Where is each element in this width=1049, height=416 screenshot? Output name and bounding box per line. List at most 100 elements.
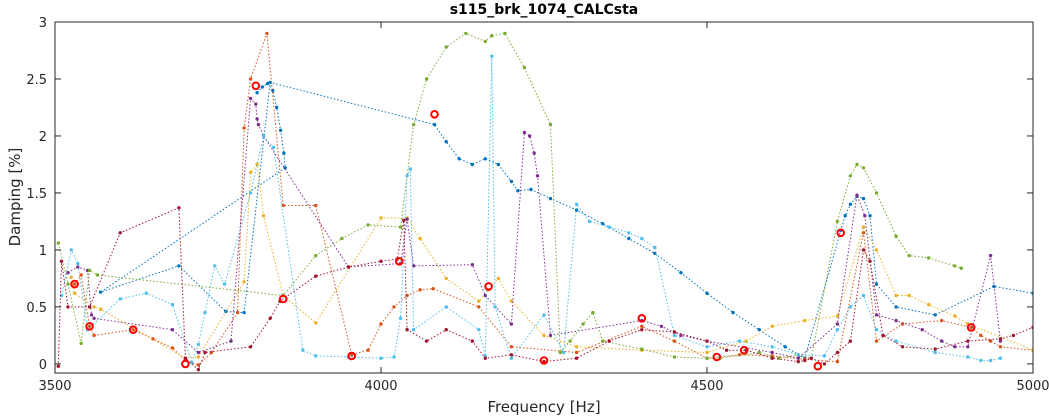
data-point bbox=[379, 356, 383, 360]
data-point bbox=[988, 358, 993, 363]
data-point bbox=[874, 282, 879, 286]
data-point bbox=[894, 339, 898, 343]
data-point bbox=[848, 339, 853, 343]
data-point bbox=[379, 216, 383, 220]
data-point bbox=[568, 339, 572, 343]
data-point bbox=[835, 328, 840, 332]
data-point bbox=[346, 265, 351, 269]
data-point bbox=[268, 316, 272, 320]
highlight-marker bbox=[637, 314, 647, 323]
data-point bbox=[959, 266, 963, 270]
data-point bbox=[809, 356, 813, 360]
data-point bbox=[483, 157, 487, 161]
data-point bbox=[424, 77, 429, 81]
highlight-marker bbox=[966, 323, 976, 332]
data-point bbox=[392, 305, 396, 309]
data-point bbox=[855, 162, 859, 167]
data-point bbox=[881, 333, 885, 338]
data-point bbox=[483, 39, 487, 44]
data-point bbox=[405, 174, 409, 178]
data-point bbox=[861, 166, 866, 170]
data-point bbox=[907, 253, 911, 258]
data-point bbox=[979, 358, 983, 363]
data-point bbox=[532, 151, 536, 155]
data-point bbox=[509, 345, 514, 349]
data-point bbox=[861, 293, 866, 298]
data-point bbox=[835, 219, 840, 224]
data-point bbox=[705, 339, 709, 343]
data-point bbox=[59, 293, 64, 298]
data-point bbox=[477, 328, 481, 332]
data-point bbox=[69, 275, 74, 279]
data-point bbox=[402, 218, 406, 222]
y-tick-label: 1 bbox=[39, 244, 47, 259]
series-line bbox=[100, 81, 1033, 359]
data-point bbox=[672, 333, 677, 338]
data-point bbox=[248, 96, 253, 101]
data-point bbox=[574, 345, 579, 349]
data-point bbox=[314, 253, 318, 258]
y-tick-label: 2 bbox=[39, 130, 47, 145]
data-point bbox=[95, 273, 100, 277]
data-point bbox=[87, 268, 92, 273]
data-point bbox=[855, 193, 859, 197]
data-point bbox=[561, 350, 566, 355]
data-point bbox=[242, 126, 246, 130]
data-point bbox=[770, 356, 774, 360]
data-point bbox=[118, 297, 122, 301]
data-point bbox=[835, 359, 840, 364]
data-point bbox=[411, 328, 416, 332]
data-point bbox=[493, 305, 497, 309]
data-point bbox=[535, 174, 540, 178]
data-point bbox=[242, 310, 246, 315]
data-point bbox=[542, 333, 546, 338]
chart-title: s115_brk_1074_CALCsta bbox=[450, 2, 639, 18]
x-axis-title: Frequency [Hz] bbox=[487, 398, 600, 416]
data-point bbox=[283, 166, 287, 170]
data-point bbox=[248, 77, 253, 81]
data-point bbox=[705, 350, 709, 355]
data-point bbox=[255, 162, 259, 167]
data-point bbox=[627, 231, 631, 235]
data-point bbox=[431, 287, 435, 291]
data-point bbox=[783, 345, 787, 349]
data-point bbox=[998, 337, 1003, 341]
data-point bbox=[340, 236, 344, 241]
data-point bbox=[516, 189, 520, 193]
data-point bbox=[933, 347, 937, 351]
data-point bbox=[151, 337, 155, 341]
series-2 bbox=[72, 31, 1033, 367]
data-point bbox=[92, 316, 96, 320]
data-point bbox=[843, 214, 847, 218]
data-point bbox=[496, 276, 501, 281]
highlight-marker bbox=[278, 294, 288, 304]
data-point bbox=[522, 65, 527, 70]
highlight-marker bbox=[739, 345, 749, 355]
data-point bbox=[757, 350, 761, 355]
data-point bbox=[411, 122, 416, 127]
data-point bbox=[170, 302, 175, 307]
data-point bbox=[170, 346, 175, 350]
data-point bbox=[444, 305, 448, 309]
data-point bbox=[601, 339, 605, 343]
data-point bbox=[470, 339, 474, 343]
series-line bbox=[74, 33, 1033, 366]
data-point bbox=[457, 157, 461, 161]
data-point bbox=[444, 45, 448, 49]
data-point bbox=[966, 345, 970, 349]
series-1 bbox=[98, 80, 1033, 360]
data-point bbox=[118, 231, 122, 235]
data-point bbox=[314, 203, 318, 208]
data-point bbox=[542, 313, 546, 317]
data-point bbox=[861, 248, 866, 252]
data-point bbox=[940, 339, 944, 343]
data-point bbox=[933, 313, 937, 317]
data-point bbox=[89, 313, 94, 317]
data-point bbox=[737, 339, 742, 343]
data-point bbox=[66, 282, 70, 286]
data-point bbox=[542, 359, 546, 364]
data-point bbox=[927, 256, 931, 260]
data-point bbox=[379, 259, 383, 263]
data-point bbox=[966, 339, 970, 343]
